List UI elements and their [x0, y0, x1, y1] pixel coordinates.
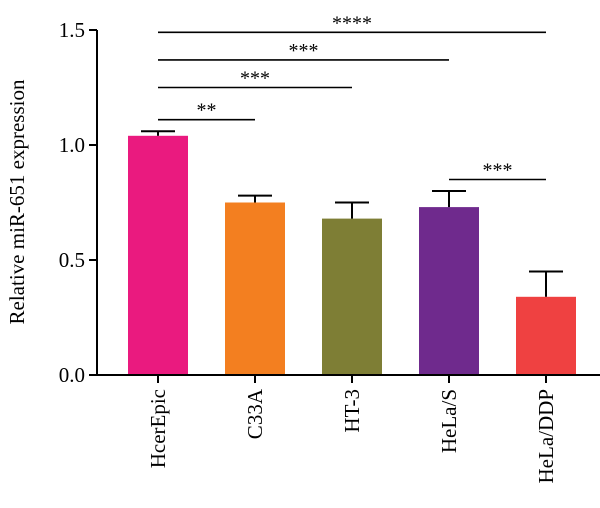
bar	[516, 296, 576, 375]
significance-label: ***	[240, 68, 270, 90]
y-tick-label: 0.0	[59, 363, 85, 387]
y-tick-label: 0.5	[59, 248, 85, 272]
bar	[128, 135, 188, 375]
bar	[322, 218, 382, 375]
x-tick-label: HcerEpic	[146, 389, 170, 468]
significance-label: ***	[289, 40, 319, 62]
y-tick-label: 1.5	[59, 18, 85, 42]
significance-label: **	[197, 100, 217, 122]
significance-label: ***	[483, 160, 513, 182]
bar	[419, 207, 479, 375]
x-tick-label: HT-3	[340, 389, 364, 433]
y-axis-title: Relative miR-651 expression	[5, 79, 29, 324]
bar	[225, 202, 285, 375]
x-tick-label: C33A	[243, 388, 267, 439]
significance-label: ****	[332, 12, 372, 34]
x-tick-label: HeLa/DDP	[534, 389, 558, 483]
x-tick-label: HeLa/S	[437, 389, 461, 453]
y-tick-label: 1.0	[59, 133, 85, 157]
